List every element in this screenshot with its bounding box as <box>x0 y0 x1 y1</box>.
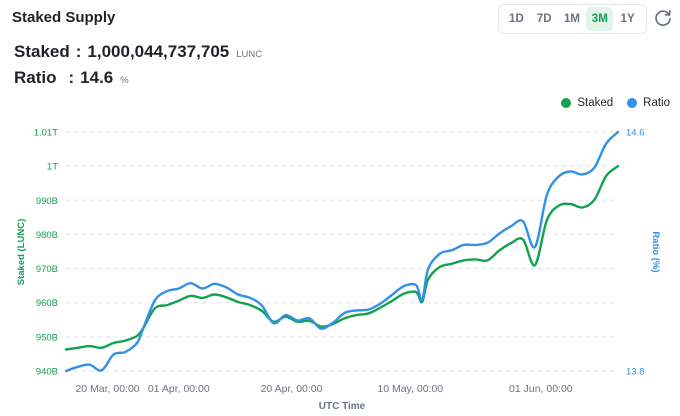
legend-dot-ratio <box>627 98 638 108</box>
y-left-tick-label: 940B <box>36 367 58 378</box>
y-left-tick-label: 970B <box>36 264 58 275</box>
legend-dot-staked <box>561 98 572 108</box>
time-range-selector: 1D 7D 1M 3M 1Y <box>498 4 647 34</box>
x-tick-label: 10 May, 00:00 <box>377 383 443 395</box>
range-3m-button[interactable]: 3M <box>586 7 614 31</box>
staked-stat: Staked : 1,000,044,737,705 LUNC <box>14 42 262 62</box>
y-right-tick-label: 13.8 <box>626 367 645 378</box>
range-1y-button[interactable]: 1Y <box>620 13 635 25</box>
x-axis-title: UTC Time <box>319 401 366 412</box>
x-tick-label: 01 Apr, 00:00 <box>148 383 210 395</box>
y-left-tick-label: 960B <box>36 298 58 309</box>
y-left-tick-label: 950B <box>36 332 58 343</box>
ratio-stat-label: Ratio <box>14 68 57 87</box>
legend-label-staked: Staked <box>577 97 614 109</box>
staked-stat-value: 1,000,044,737,705 <box>87 42 230 61</box>
x-tick-label: 01 Jun, 00:00 <box>509 383 573 395</box>
staked-stat-label: Staked <box>14 42 70 61</box>
chart-legend: Staked Ratio <box>547 97 670 109</box>
y-left-tick-label: 1T <box>47 162 58 173</box>
x-tick-label: 20 Apr, 00:00 <box>261 383 323 395</box>
legend-label-ratio: Ratio <box>643 97 670 109</box>
ratio-stat: Ratio : 14.6 % <box>14 68 129 88</box>
refresh-icon[interactable] <box>652 8 674 30</box>
range-1m-button[interactable]: 1M <box>564 13 580 25</box>
y-left-axis-title: Staked (LUNC) <box>16 219 27 286</box>
y-right-tick-label: 14.6 <box>626 128 645 139</box>
staked-stat-unit: LUNC <box>236 49 263 60</box>
legend-item-ratio[interactable]: Ratio <box>627 97 670 109</box>
ratio-stat-colon: : <box>68 68 75 87</box>
y-left-tick-label: 980B <box>36 230 58 241</box>
series-line-staked <box>64 164 620 351</box>
page-title: Staked Supply <box>12 9 116 26</box>
legend-item-staked[interactable]: Staked <box>561 97 613 109</box>
series-line-ratio <box>64 130 620 373</box>
staked-stat-colon: : <box>75 42 82 61</box>
range-7d-button[interactable]: 7D <box>536 13 552 25</box>
ratio-stat-unit: % <box>120 75 129 86</box>
x-tick-label: 20 Mar, 00:00 <box>75 383 139 395</box>
y-left-tick-label: 990B <box>36 196 58 207</box>
range-1d-button[interactable]: 1D <box>509 13 524 25</box>
y-right-axis-title: Ratio (%) <box>650 231 661 272</box>
ratio-stat-value: 14.6 <box>80 68 114 87</box>
y-left-tick-label: 1.01T <box>34 128 58 139</box>
